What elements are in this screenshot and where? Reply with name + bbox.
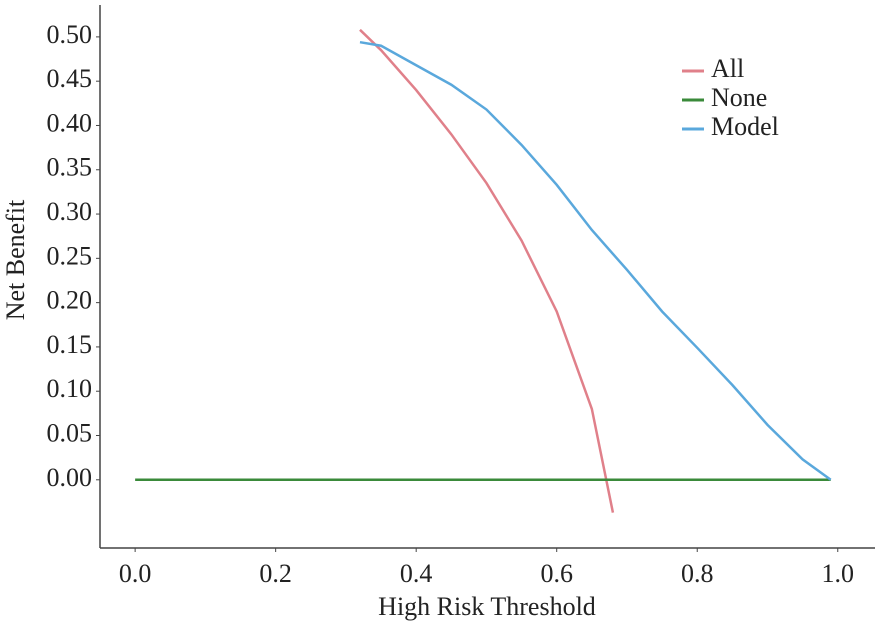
y-tick-label: 0.15: [47, 330, 93, 359]
legend-label: All: [711, 54, 744, 83]
y-tick-label: 0.35: [47, 153, 93, 182]
y-tick-label: 0.25: [47, 241, 93, 270]
x-tick-label: 1.0: [822, 559, 855, 588]
legend-label: Model: [711, 112, 779, 141]
y-axis-label: Net Benefit: [1, 199, 30, 320]
x-tick-label: 0.2: [259, 559, 292, 588]
y-tick-label: 0.10: [47, 374, 93, 403]
line: [359, 40, 832, 481]
y-tick-label: 0.00: [47, 463, 93, 492]
x-tick-label: 0.4: [400, 559, 433, 588]
y-tick-label: 0.30: [47, 197, 93, 226]
legend-label: None: [711, 83, 767, 112]
line: [359, 28, 615, 513]
x-tick-label: 0.6: [540, 559, 573, 588]
y-tick-label: 0.05: [47, 418, 93, 447]
y-tick-label: 0.50: [47, 20, 93, 49]
x-tick-label: 0.8: [681, 559, 714, 588]
y-tick-label: 0.45: [47, 64, 93, 93]
x-tick-label: 0.0: [119, 559, 152, 588]
y-tick-label: 0.40: [47, 108, 93, 137]
y-tick-label: 0.20: [47, 286, 93, 315]
x-axis-label: High Risk Threshold: [378, 592, 596, 621]
